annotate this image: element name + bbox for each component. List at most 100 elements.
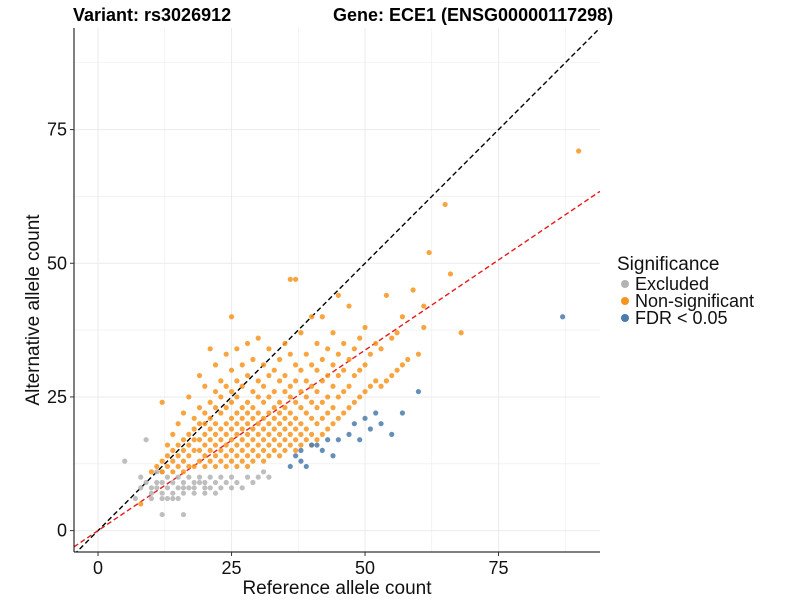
point-fdr-0-05 xyxy=(287,463,293,470)
point-fdr-0-05 xyxy=(351,421,357,427)
legend-title: Significance xyxy=(617,254,719,275)
point-non-significant xyxy=(341,388,347,395)
point-non-significant xyxy=(405,356,411,363)
point-non-significant xyxy=(260,415,267,421)
point-non-significant xyxy=(266,453,272,459)
point-non-significant xyxy=(276,356,283,363)
point-non-significant xyxy=(378,346,384,352)
point-fdr-0-05 xyxy=(560,314,566,320)
point-non-significant xyxy=(287,351,293,357)
point-non-significant xyxy=(212,453,219,459)
point-non-significant xyxy=(228,437,235,443)
point-excluded xyxy=(170,479,176,486)
point-non-significant xyxy=(293,447,299,454)
point-non-significant xyxy=(335,351,341,357)
point-non-significant xyxy=(244,453,251,459)
point-non-significant xyxy=(319,431,325,437)
y-tick-label: 25 xyxy=(47,387,67,407)
point-non-significant xyxy=(271,415,277,421)
point-non-significant xyxy=(239,362,245,368)
point-non-significant xyxy=(228,458,235,464)
point-non-significant xyxy=(341,340,347,347)
point-non-significant xyxy=(196,447,203,454)
point-fdr-0-05 xyxy=(298,458,304,464)
point-non-significant xyxy=(271,447,277,454)
axes: 0 25 50 75 0 25 50 75 xyxy=(47,28,600,578)
point-non-significant xyxy=(341,410,347,416)
point-non-significant xyxy=(186,463,192,470)
point-non-significant xyxy=(346,383,352,389)
point-non-significant xyxy=(271,426,277,432)
point-non-significant xyxy=(276,378,283,384)
point-non-significant xyxy=(276,410,283,416)
point-excluded xyxy=(159,490,165,496)
point-non-significant xyxy=(180,458,187,464)
point-excluded xyxy=(175,495,181,502)
point-non-significant xyxy=(164,463,171,470)
point-excluded xyxy=(170,490,176,496)
point-excluded xyxy=(164,495,171,502)
legend-swatch xyxy=(621,314,629,322)
point-non-significant xyxy=(202,421,208,427)
point-non-significant xyxy=(223,453,229,459)
point-excluded xyxy=(191,490,197,496)
point-excluded xyxy=(218,474,224,480)
point-non-significant xyxy=(458,330,464,336)
point-fdr-0-05 xyxy=(325,437,331,443)
point-excluded xyxy=(212,490,219,496)
point-non-significant xyxy=(234,394,240,400)
point-non-significant xyxy=(218,437,224,443)
point-non-significant xyxy=(218,394,224,400)
point-excluded xyxy=(191,479,197,486)
point-non-significant xyxy=(303,410,309,416)
point-excluded xyxy=(175,485,181,491)
point-non-significant xyxy=(207,458,213,464)
point-non-significant xyxy=(202,431,208,437)
point-non-significant xyxy=(298,367,304,373)
point-excluded xyxy=(212,479,219,486)
point-non-significant xyxy=(293,399,299,405)
point-non-significant xyxy=(186,442,192,448)
point-non-significant xyxy=(255,394,261,400)
point-non-significant xyxy=(223,463,229,470)
point-non-significant xyxy=(447,271,454,277)
point-non-significant xyxy=(234,453,240,459)
point-non-significant xyxy=(138,501,144,507)
point-non-significant xyxy=(228,415,235,421)
point-non-significant xyxy=(180,447,187,454)
point-non-significant xyxy=(314,405,320,411)
point-non-significant xyxy=(244,410,251,416)
point-non-significant xyxy=(218,410,224,416)
point-non-significant xyxy=(319,356,325,363)
point-non-significant xyxy=(282,388,288,395)
grid-lines xyxy=(74,28,600,552)
point-non-significant xyxy=(170,469,176,475)
point-non-significant xyxy=(282,447,288,454)
point-non-significant xyxy=(180,469,187,475)
point-non-significant xyxy=(373,378,379,384)
point-fdr-0-05 xyxy=(357,437,363,443)
point-non-significant xyxy=(335,394,341,400)
point-non-significant xyxy=(170,458,176,464)
point-non-significant xyxy=(250,405,256,411)
point-non-significant xyxy=(202,442,208,448)
point-non-significant xyxy=(223,405,229,411)
y-axis-title: Alternative allele count xyxy=(23,214,44,406)
legend: Significance ExcludedNon-significantFDR … xyxy=(617,254,754,328)
point-non-significant xyxy=(207,415,213,421)
point-excluded xyxy=(255,474,261,480)
point-non-significant xyxy=(421,324,427,331)
point-non-significant xyxy=(399,314,406,320)
point-non-significant xyxy=(357,335,363,341)
y-tick-label: 50 xyxy=(47,253,67,273)
point-non-significant xyxy=(175,442,181,448)
point-non-significant xyxy=(196,437,203,443)
point-non-significant xyxy=(255,335,261,341)
point-excluded xyxy=(207,485,213,491)
point-non-significant xyxy=(271,437,277,443)
point-non-significant xyxy=(212,362,219,368)
point-non-significant xyxy=(255,453,261,459)
point-excluded xyxy=(170,495,176,502)
chart-title-left: Variant: rs3026912 xyxy=(73,5,231,25)
point-fdr-0-05 xyxy=(303,463,309,470)
